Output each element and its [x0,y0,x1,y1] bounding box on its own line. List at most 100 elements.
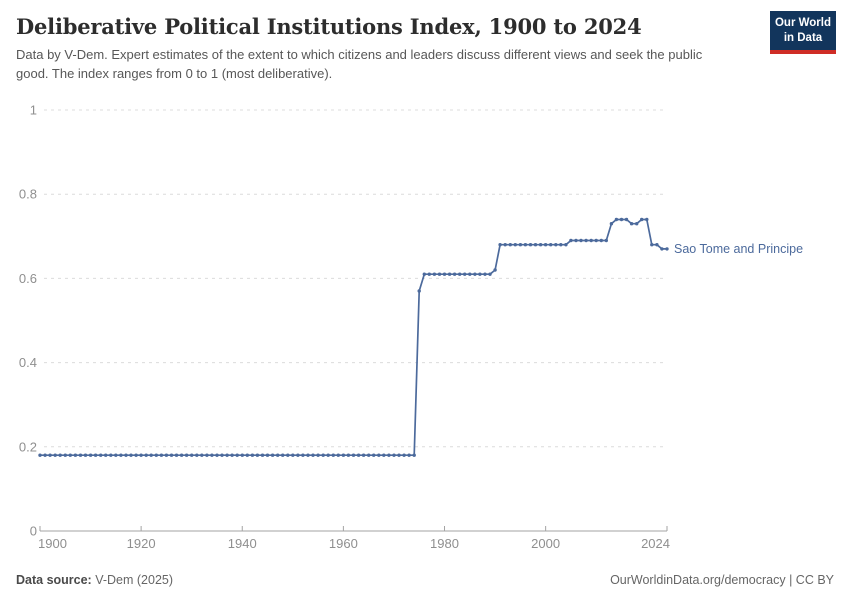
data-point[interactable] [382,453,386,457]
data-point[interactable] [397,453,401,457]
data-point[interactable] [468,272,472,276]
data-point[interactable] [83,453,88,457]
data-point[interactable] [144,453,148,457]
data-point[interactable] [559,243,563,247]
data-point[interactable] [154,453,158,457]
data-point[interactable] [417,289,421,293]
data-point[interactable] [589,238,593,243]
data-point[interactable] [93,453,98,457]
data-point[interactable] [427,272,431,276]
data-point[interactable] [174,453,179,457]
data-point[interactable] [316,453,320,457]
data-point[interactable] [442,272,447,276]
data-point[interactable] [245,453,249,457]
data-point[interactable] [179,453,184,457]
data-point[interactable] [195,453,199,457]
data-point[interactable] [463,272,467,276]
data-point[interactable] [53,453,57,457]
data-point[interactable] [554,243,558,247]
data-point[interactable] [635,222,639,226]
data-point[interactable] [624,217,629,222]
data-point[interactable] [68,453,73,457]
data-point[interactable] [164,453,169,457]
data-point[interactable] [356,453,361,457]
data-point[interactable] [629,222,634,226]
data-point[interactable] [412,453,416,457]
data-point[interactable] [109,453,113,457]
data-point[interactable] [139,453,143,457]
data-point[interactable] [538,243,543,247]
data-point[interactable] [220,453,224,457]
data-point[interactable] [134,453,138,457]
data-point[interactable] [104,453,108,457]
data-point[interactable] [533,243,538,247]
data-point[interactable] [574,238,578,243]
data-point[interactable] [326,453,330,457]
data-point[interactable] [432,272,437,276]
data-point[interactable] [78,453,83,457]
data-point[interactable] [437,272,442,276]
data-point[interactable] [225,453,229,457]
data-point[interactable] [650,243,654,247]
data-point[interactable] [255,453,260,457]
data-point[interactable] [584,238,588,243]
data-point[interactable] [235,453,239,457]
data-point[interactable] [447,272,452,276]
data-point[interactable] [478,272,482,276]
data-point[interactable] [367,453,371,457]
data-point[interactable] [250,453,255,457]
data-point[interactable] [488,272,492,276]
data-point[interactable] [523,243,528,247]
data-point[interactable] [655,243,659,247]
data-point[interactable] [336,453,340,457]
data-point[interactable] [331,453,335,457]
data-point[interactable] [119,453,123,457]
data-point[interactable] [564,243,568,247]
data-point[interactable] [149,453,153,457]
data-point[interactable] [311,453,315,457]
data-point[interactable] [210,453,214,457]
data-point[interactable] [407,453,411,457]
data-point[interactable] [73,453,78,457]
data-point[interactable] [240,453,244,457]
data-point[interactable] [58,453,62,457]
data-point[interactable] [346,453,351,457]
data-point[interactable] [43,453,47,457]
chart-svg[interactable]: 0 0.2 0.4 0.6 0.8 1 1900 1920 1940 1960 1980 2000 20… [0,100,850,562]
data-point[interactable] [594,238,598,243]
data-point[interactable] [528,243,533,247]
series-end-label[interactable]: Sao Tome and Principe [674,242,803,256]
footer-attribution-link[interactable]: OurWorldinData.org/democracy | CC BY [610,573,834,587]
data-point[interactable] [665,247,669,251]
data-point[interactable] [549,243,553,247]
data-point[interactable] [48,453,52,457]
data-point[interactable] [215,453,219,457]
data-point[interactable] [184,453,189,457]
data-point[interactable] [503,243,507,247]
data-point[interactable] [387,453,391,457]
data-point[interactable] [498,243,502,247]
data-point[interactable] [351,453,356,457]
data-point[interactable] [513,243,517,247]
data-point[interactable] [306,453,310,457]
data-line[interactable] [40,218,667,457]
data-point[interactable] [190,453,194,457]
data-point[interactable] [169,453,174,457]
data-point[interactable] [291,453,295,457]
data-point[interactable] [200,453,204,457]
data-point[interactable] [579,238,583,243]
data-point[interactable] [372,453,376,457]
data-point[interactable] [88,453,93,457]
data-point[interactable] [114,453,118,457]
data-point[interactable] [377,453,381,457]
data-point[interactable] [640,217,644,222]
data-point[interactable] [402,453,406,457]
data-point[interactable] [270,453,275,457]
data-point[interactable] [361,453,366,457]
data-point[interactable] [124,453,128,457]
data-point[interactable] [341,453,346,457]
data-point[interactable] [660,247,664,251]
data-point[interactable] [321,453,325,457]
data-point[interactable] [38,453,42,457]
data-point[interactable] [63,453,67,457]
